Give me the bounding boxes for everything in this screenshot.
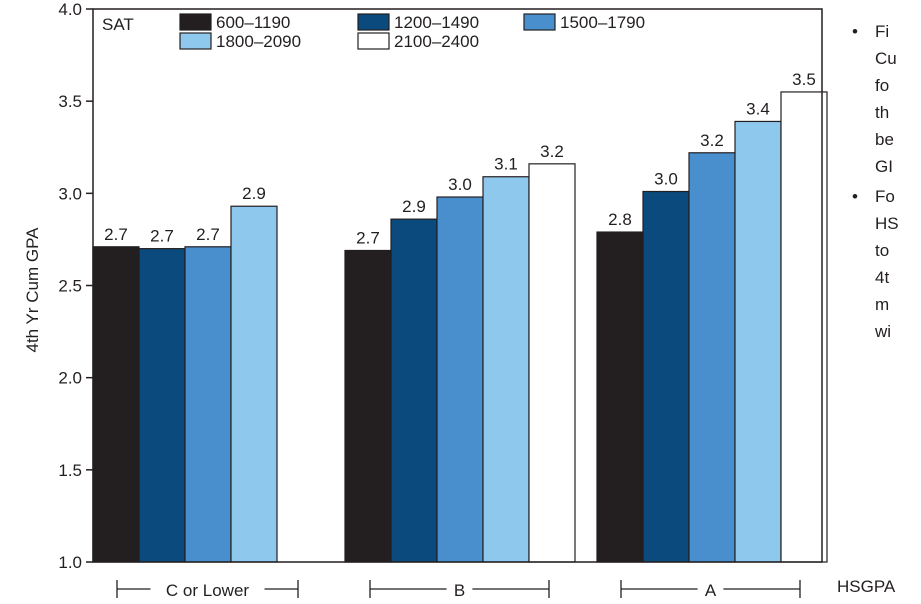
bar	[596, 231, 644, 563]
y-tick-label: 2.5	[58, 277, 82, 296]
note-line: GI	[875, 157, 893, 176]
bullet-icon: •	[852, 22, 858, 41]
bar-value-label: 3.0	[654, 169, 678, 188]
bar	[230, 205, 278, 563]
bar-value-label: 3.1	[494, 155, 518, 174]
legend-swatch	[523, 13, 556, 31]
bar-value-label: 2.7	[196, 225, 220, 244]
bar-value-label: 3.4	[746, 99, 770, 118]
bar	[734, 120, 782, 563]
bar	[436, 196, 484, 563]
note-line: 4t	[875, 268, 890, 287]
note-line: wi	[875, 322, 892, 341]
bar-value-label: 2.7	[356, 228, 380, 247]
legend-swatch	[179, 32, 212, 50]
bar	[528, 163, 576, 563]
note-line: be	[875, 130, 894, 149]
note-line: Fi	[875, 22, 890, 41]
y-axis: 1.0 1.5 2.0 2.5 3.0 3.5 4.0	[58, 0, 93, 572]
y-tick-label: 1.0	[58, 553, 82, 572]
note-line: fo	[875, 76, 890, 95]
y-tick-label: 2.0	[58, 369, 82, 388]
note-line: HS	[875, 214, 899, 233]
note-line: m	[875, 295, 890, 314]
note-line: th	[875, 103, 890, 122]
legend-label: 1800–2090	[216, 32, 301, 51]
y-axis-title: 4th Yr Cum GPA	[23, 227, 42, 353]
y-tick-label: 4.0	[58, 0, 82, 19]
bar-value-label: 2.9	[242, 184, 266, 203]
bar	[688, 152, 736, 563]
x-axis-title: HSGPA	[837, 577, 896, 596]
bar	[780, 91, 828, 563]
bar	[642, 190, 690, 563]
legend-label: 1200–1490	[394, 13, 479, 32]
bar	[344, 249, 392, 563]
bar-value-label: 3.5	[792, 70, 816, 89]
legend: 600–1190 1200–1490 1500–1790 1800–2090 2100–…	[179, 13, 645, 51]
bar-value-label: 2.7	[150, 227, 174, 246]
legend-swatch	[179, 13, 212, 31]
y-tick-label: 3.0	[58, 184, 82, 203]
legend-swatch	[357, 13, 390, 31]
x-category-label: A	[705, 581, 717, 600]
note-line: Fo	[875, 187, 895, 206]
bar-value-label: 3.2	[540, 142, 564, 161]
legend-title: SAT	[102, 15, 134, 34]
legend-label: 2100–2400	[394, 32, 479, 51]
bars: 2.7 2.7 2.8 2.7 2.9 3.0 2.7 3.0 3.2 2.9 3.1 3.4 3.2 3…	[92, 70, 828, 563]
bar-value-label: 2.8	[608, 210, 632, 229]
x-category-label: B	[454, 581, 465, 600]
bar-value-label: 3.0	[448, 175, 472, 194]
bar	[92, 246, 140, 563]
bullet-icon: •	[852, 187, 858, 206]
side-notes: • Fi Cu fo th be GI • Fo HS to 4t m wi	[850, 18, 921, 348]
legend-swatch	[357, 32, 390, 50]
legend-label: 600–1190	[216, 13, 290, 32]
bar	[184, 246, 232, 563]
y-tick-label: 1.5	[58, 461, 82, 480]
bar	[390, 218, 438, 563]
note-item: • Fo HS to 4t m wi	[850, 183, 921, 345]
x-axis: C or Lower B A	[116, 580, 801, 600]
legend-label: 1500–1790	[560, 13, 645, 32]
bar-value-label: 2.9	[402, 197, 426, 216]
bar	[138, 248, 186, 563]
note-line: Cu	[875, 49, 897, 68]
note-item: • Fi Cu fo th be GI	[850, 18, 921, 180]
bar	[482, 176, 530, 563]
x-category-label: C or Lower	[166, 581, 249, 600]
note-line: to	[875, 241, 890, 260]
bar-value-label: 2.7	[104, 225, 128, 244]
y-tick-label: 3.5	[58, 92, 82, 111]
bar-value-label: 3.2	[700, 131, 724, 150]
